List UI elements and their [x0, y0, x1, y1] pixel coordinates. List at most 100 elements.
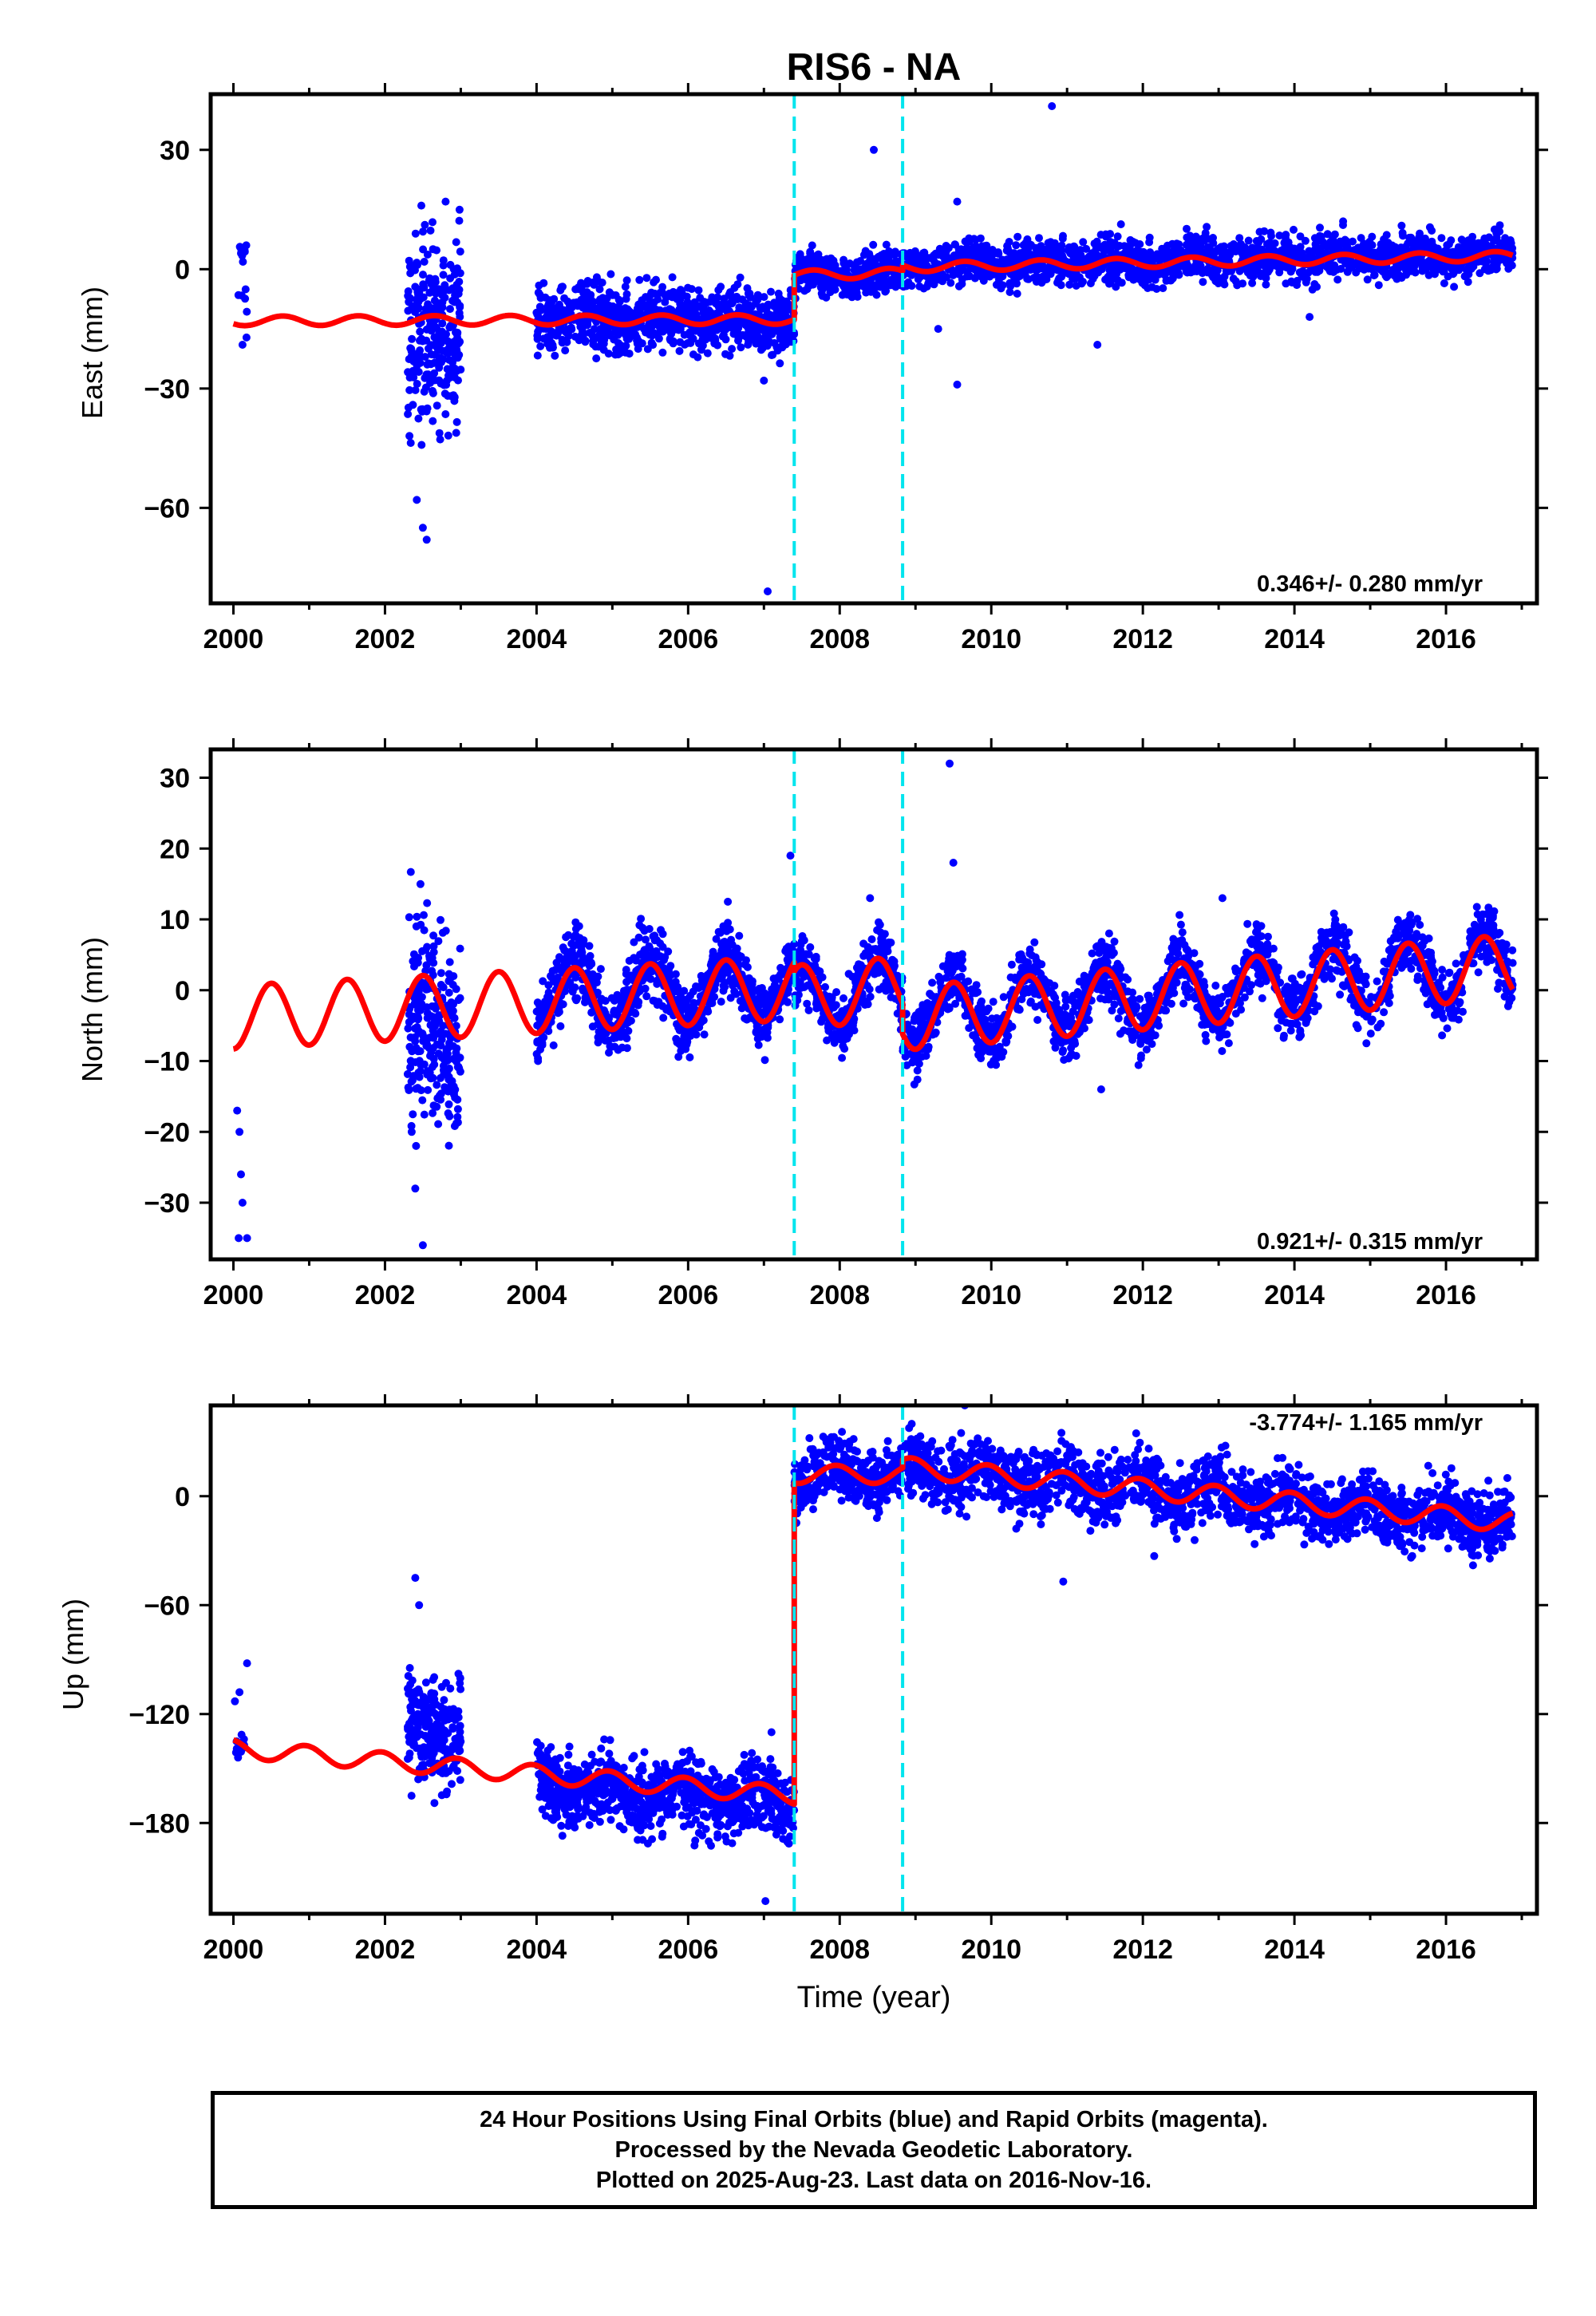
north-data-point — [437, 969, 445, 978]
east-data-point — [775, 327, 783, 336]
east-data-point — [454, 290, 463, 298]
east-data-point — [808, 241, 816, 250]
north-data-point — [417, 978, 426, 987]
east-data-point — [598, 305, 606, 314]
east-data-point — [1316, 234, 1325, 243]
north-data-point — [429, 1109, 437, 1117]
east-data-point — [1065, 280, 1074, 289]
east-data-point — [1003, 242, 1012, 251]
east-data-point — [1290, 225, 1298, 234]
east-data-point — [689, 335, 697, 343]
east-data-point — [449, 338, 458, 346]
east-outlier-point — [1048, 102, 1057, 110]
north-data-point — [450, 1122, 459, 1130]
east-data-point — [1262, 239, 1271, 248]
north-data-point — [735, 931, 744, 940]
north-data-point — [532, 1049, 541, 1058]
east-rate-label: 0.346+/- 0.280 mm/yr — [1257, 571, 1483, 597]
north-data-point — [638, 951, 647, 959]
east-data-point — [437, 338, 445, 347]
east-data-point — [439, 346, 448, 355]
east-data-point — [736, 273, 745, 282]
east-data-point — [405, 385, 414, 394]
east-data-point — [683, 298, 692, 306]
east-data-point — [642, 293, 650, 302]
east-data-point — [1410, 262, 1419, 271]
east-data-point — [1113, 232, 1122, 241]
north-data-point — [610, 996, 618, 1005]
east-data-point — [785, 338, 794, 346]
east-data-point — [1457, 235, 1466, 244]
east-data-point — [421, 353, 429, 362]
east-data-point — [533, 334, 542, 343]
east-data-point — [776, 334, 785, 343]
east-data-point — [654, 295, 662, 304]
east-data-point — [543, 302, 552, 311]
east-data-point — [1059, 231, 1067, 240]
east-data-point — [764, 337, 773, 346]
east-data-point — [694, 286, 703, 294]
east-data-point — [1018, 248, 1027, 257]
east-data-point — [579, 287, 588, 296]
east-data-point — [1124, 273, 1133, 282]
north-data-point — [887, 993, 895, 1002]
east-data-point — [1433, 265, 1442, 274]
east-data-point — [408, 334, 417, 343]
east-data-point — [1183, 268, 1191, 277]
east-data-point — [1009, 249, 1018, 258]
east-data-point — [452, 280, 461, 289]
east-data-point — [1238, 279, 1247, 288]
north-data-point — [445, 958, 454, 966]
east-data-point — [429, 245, 437, 254]
east-data-point — [1368, 241, 1377, 250]
east-data-point — [1088, 274, 1097, 283]
east-data-point — [588, 279, 597, 287]
east-data-point — [437, 358, 445, 366]
east-data-point — [962, 246, 971, 255]
east-data-point — [242, 333, 251, 342]
north-data-point — [435, 1011, 444, 1020]
north-data-point — [420, 1060, 429, 1069]
east-data-point — [703, 349, 712, 358]
east-data-point — [1035, 234, 1043, 243]
east-data-point — [1248, 279, 1257, 287]
east-x-tick-label: 2014 — [1264, 624, 1325, 654]
north-data-point — [839, 1036, 848, 1045]
north-data-point — [839, 994, 847, 1002]
east-data-point — [780, 310, 789, 318]
north-data-point — [730, 987, 739, 996]
north-data-point — [781, 947, 790, 955]
north-data-point — [412, 922, 421, 931]
east-x-tick-label: 2016 — [1416, 624, 1476, 654]
east-data-point — [1098, 244, 1107, 253]
east-data-point — [758, 324, 767, 333]
north-data-point — [724, 947, 733, 956]
north-data-point — [869, 945, 878, 954]
north-panel: North (mm) 0.921+/- 0.315 mm/yr 2000 2002… — [76, 738, 1548, 1310]
north-data-point — [416, 1047, 425, 1056]
east-data-point — [625, 334, 634, 343]
east-data-point — [559, 283, 567, 291]
east-data-point — [1440, 279, 1448, 287]
east-data-point — [1282, 231, 1290, 239]
east-data-point — [429, 417, 437, 425]
north-data-point — [437, 1073, 444, 1082]
east-data-point — [1043, 249, 1052, 258]
east-data-point — [781, 304, 789, 313]
east-data-point — [436, 435, 444, 444]
north-data-point — [622, 978, 631, 986]
east-data-point — [730, 283, 739, 292]
east-data-point — [685, 328, 694, 337]
north-data-point — [622, 966, 630, 974]
north-rate-label: 0.921+/- 0.315 mm/yr — [1257, 1229, 1483, 1255]
east-data-point — [789, 328, 798, 337]
north-data-point — [634, 933, 643, 942]
east-data-point — [1116, 220, 1125, 228]
north-data-point — [830, 1038, 839, 1047]
east-data-point — [1402, 271, 1411, 279]
east-data-point — [575, 301, 584, 310]
north-data-point — [409, 1012, 418, 1021]
east-data-point — [678, 289, 686, 298]
north-data-point — [453, 1113, 462, 1121]
